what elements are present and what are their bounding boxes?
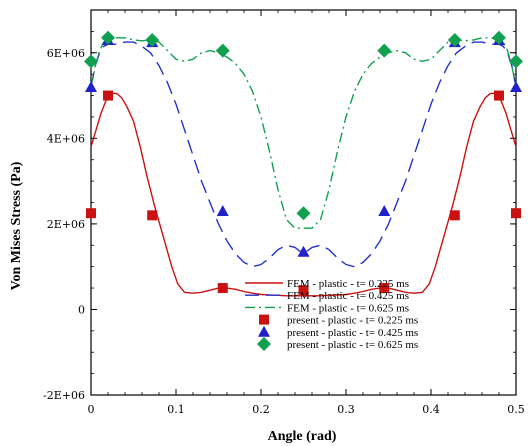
series-line <box>90 41 517 268</box>
data-point <box>509 54 523 69</box>
legend-entry: FEM - plastic - t= 0.225 ms <box>245 278 409 290</box>
legend-label: FEM - plastic - t= 0.425 ms <box>287 290 409 302</box>
y-tick-label: 4E+06 <box>47 132 85 145</box>
data-point <box>511 208 521 219</box>
legend-entry: present - plastic - t= 0.225 ms <box>259 314 418 327</box>
data-point <box>298 285 309 296</box>
series-4 <box>86 90 521 296</box>
series-2 <box>90 41 517 268</box>
data-point <box>492 30 506 45</box>
legend-swatch <box>259 314 269 325</box>
series-layer <box>84 30 523 297</box>
data-point <box>494 90 504 101</box>
data-point <box>377 43 392 58</box>
legend-swatch <box>257 337 271 351</box>
data-point <box>147 210 158 221</box>
x-axis-title: Angle (rad) <box>268 429 337 444</box>
x-tick-label: 0.4 <box>422 403 440 416</box>
x-tick-label: 0.5 <box>507 403 525 416</box>
data-point <box>145 32 160 47</box>
data-point <box>86 208 96 219</box>
legend-label: present - plastic - t= 0.425 ms <box>287 327 418 339</box>
series-1 <box>90 92 517 297</box>
x-tick-label: 0 <box>88 403 95 416</box>
series-line <box>90 92 517 297</box>
legend-entry: FEM - plastic - t= 0.625 ms <box>245 302 409 314</box>
series-6 <box>84 30 523 221</box>
data-point <box>216 205 229 217</box>
data-point <box>215 43 230 58</box>
y-tick-label: -2E+06 <box>43 389 85 402</box>
data-point <box>510 81 522 92</box>
data-point <box>296 206 311 221</box>
data-point <box>217 283 228 294</box>
legend-entry: FEM - plastic - t= 0.425 ms <box>245 290 409 302</box>
data-point <box>449 210 460 221</box>
data-point <box>447 32 462 47</box>
legend-entry: present - plastic - t= 0.625 ms <box>257 337 418 351</box>
data-point <box>378 205 391 217</box>
data-point <box>101 30 115 45</box>
y-tick-label: 2E+06 <box>47 218 85 231</box>
x-tick-label: 0.3 <box>337 403 355 416</box>
data-point <box>85 81 97 92</box>
legend-entry: present - plastic - t= 0.425 ms <box>258 325 418 339</box>
legend-label: FEM - plastic - t= 0.225 ms <box>287 278 409 290</box>
y-tick-label: 0 <box>78 303 85 316</box>
data-point <box>297 245 310 257</box>
legend-swatch <box>258 325 270 337</box>
legend-label: FEM - plastic - t= 0.625 ms <box>287 302 409 314</box>
plot-frame <box>90 9 517 396</box>
data-point <box>379 283 390 294</box>
x-tick-label: 0.2 <box>252 403 270 416</box>
data-point <box>103 90 113 101</box>
y-axis-title: Von Mises Stress (Pa) <box>9 161 24 290</box>
y-tick-label: 6E+06 <box>47 47 85 60</box>
data-point <box>84 54 98 69</box>
legend-label: present - plastic - t= 0.625 ms <box>287 339 418 351</box>
x-tick-label: 0.1 <box>167 403 185 416</box>
legend-label: present - plastic - t= 0.225 ms <box>287 315 418 327</box>
